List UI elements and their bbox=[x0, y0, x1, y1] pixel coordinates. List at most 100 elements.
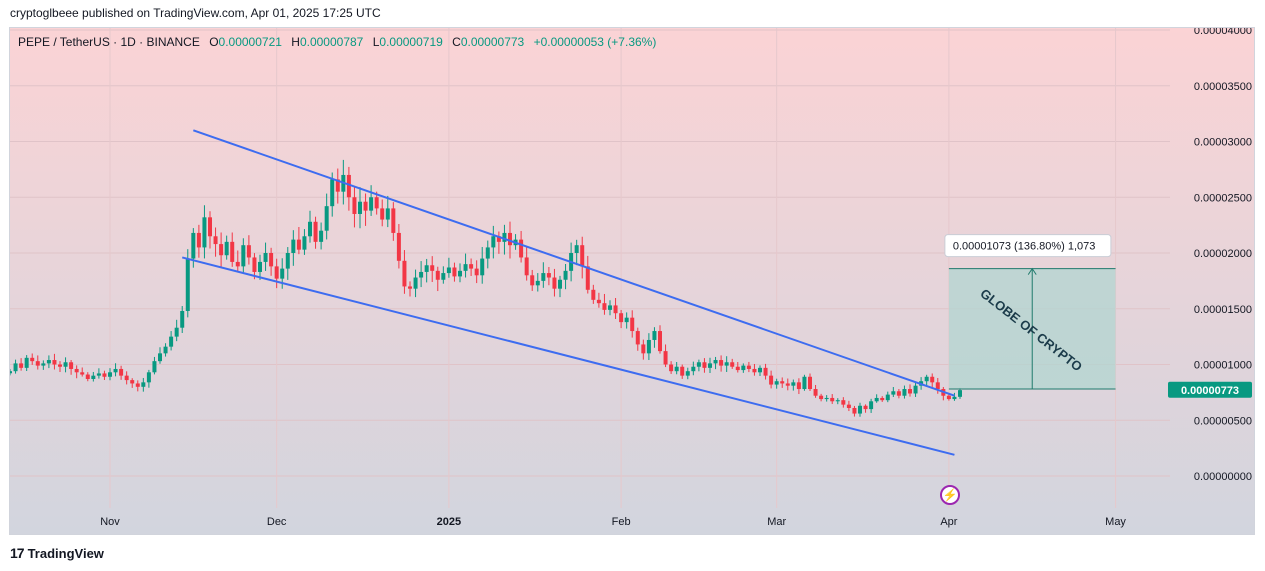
tradingview-logo-icon: 17 bbox=[10, 545, 25, 561]
candle-body bbox=[35, 361, 40, 366]
candle-body bbox=[930, 376, 935, 383]
candle-body bbox=[258, 261, 262, 272]
time-axis[interactable]: Nov Dec 2025 Feb Mar Apr May bbox=[100, 516, 1126, 528]
candle-body bbox=[608, 305, 612, 310]
candle-body bbox=[924, 376, 929, 382]
candle-body bbox=[808, 376, 812, 390]
candle-body bbox=[874, 397, 879, 402]
candle-body bbox=[285, 253, 290, 269]
candle-body bbox=[713, 360, 718, 364]
candle-body bbox=[935, 382, 940, 390]
trendlines[interactable] bbox=[181, 129, 955, 456]
candle-body bbox=[358, 201, 362, 214]
candle-body bbox=[324, 206, 329, 231]
candle-body bbox=[758, 367, 762, 373]
trendline[interactable] bbox=[181, 256, 955, 456]
y-tick-label: 0.00004000 bbox=[1194, 28, 1252, 37]
candle-body bbox=[858, 405, 862, 414]
candle-body bbox=[235, 261, 240, 267]
candle-body bbox=[91, 375, 96, 379]
candle-body bbox=[896, 391, 901, 396]
x-tick-label: 2025 bbox=[437, 516, 461, 528]
candle-body bbox=[563, 270, 568, 280]
candle-body bbox=[852, 407, 857, 414]
candle-body bbox=[241, 245, 246, 267]
candle-body bbox=[702, 362, 707, 368]
candle-body bbox=[785, 383, 790, 386]
candle-body bbox=[208, 217, 212, 237]
candle-body bbox=[869, 401, 874, 410]
candle-body bbox=[669, 364, 674, 372]
symbol-title[interactable]: PEPE / TetherUS · 1D · BINANCE bbox=[18, 35, 200, 49]
candle-body bbox=[313, 221, 318, 242]
candle-body bbox=[652, 331, 657, 340]
candle-body bbox=[735, 366, 740, 371]
candle-body bbox=[691, 366, 696, 372]
candle-body bbox=[158, 353, 162, 362]
candle-body bbox=[696, 362, 701, 367]
y-tick-label: 0.00003500 bbox=[1194, 81, 1252, 93]
candle-body bbox=[19, 363, 24, 368]
candle-body bbox=[830, 397, 835, 402]
candle-body bbox=[602, 303, 607, 310]
candle-body bbox=[413, 277, 418, 289]
candle-body bbox=[69, 362, 74, 369]
chart-frame[interactable]: 0.00001073 (136.80%) 1,073 GLOBE OF CRYPT… bbox=[9, 27, 1255, 535]
candle-body bbox=[824, 397, 829, 400]
candle-body bbox=[958, 390, 962, 397]
y-tick-label: 0.00002500 bbox=[1194, 192, 1252, 204]
bolt-glyph: ⚡ bbox=[942, 488, 958, 502]
candle-body bbox=[946, 395, 951, 400]
candle-body bbox=[813, 389, 818, 396]
candle-body bbox=[719, 360, 724, 366]
candle-body bbox=[180, 310, 185, 328]
candle-body bbox=[580, 245, 585, 267]
y-tick-label: 0.00003000 bbox=[1194, 137, 1252, 149]
trendline[interactable] bbox=[193, 129, 955, 397]
candle-body bbox=[658, 331, 662, 352]
price-axis[interactable]: 0.00000000 0.00000500 0.00001000 0.00001500… bbox=[1168, 28, 1252, 483]
y-tick-label: 0.00002000 bbox=[1194, 248, 1252, 260]
candle-body bbox=[724, 362, 729, 366]
candle-body bbox=[96, 373, 101, 376]
candle-body bbox=[913, 385, 918, 394]
candle-body bbox=[891, 391, 896, 395]
candle-body bbox=[246, 245, 251, 258]
candle-body bbox=[252, 257, 257, 272]
current-price-badge[interactable] bbox=[1168, 381, 1252, 398]
candle-body bbox=[480, 258, 485, 276]
candle-body bbox=[508, 232, 512, 246]
candle-body bbox=[624, 317, 629, 323]
candle-body bbox=[385, 208, 390, 220]
candle-body bbox=[730, 362, 735, 367]
y-tick-label: 0.00000500 bbox=[1194, 415, 1252, 427]
candle-body bbox=[519, 239, 524, 258]
candle-body bbox=[502, 232, 507, 242]
candle-body bbox=[119, 368, 124, 376]
candles bbox=[10, 159, 962, 417]
candle-body bbox=[196, 232, 201, 248]
symbol-legend: PEPE / TetherUS · 1D · BINANCE O0.000007… bbox=[18, 35, 656, 49]
candle-body bbox=[880, 397, 885, 401]
candle-body bbox=[80, 372, 85, 375]
high-label: H bbox=[291, 35, 300, 49]
candle-body bbox=[280, 268, 285, 279]
bolt-icon[interactable]: ⚡ bbox=[940, 485, 960, 505]
candle-body bbox=[430, 265, 435, 271]
candle-body bbox=[352, 197, 357, 214]
candle-body bbox=[141, 382, 146, 387]
candle-body bbox=[302, 236, 307, 250]
candle-body bbox=[169, 336, 174, 347]
candle-body bbox=[763, 367, 768, 376]
y-tick-label: 0.00000000 bbox=[1194, 471, 1252, 483]
current-price-label: 0.00000773 bbox=[1181, 385, 1239, 397]
change-value: +0.00000053 (+7.36%) bbox=[533, 35, 657, 49]
candle-body bbox=[435, 270, 440, 280]
candle-body bbox=[163, 346, 168, 354]
candle-body bbox=[746, 365, 751, 369]
candle-body bbox=[585, 266, 590, 290]
candle-body bbox=[424, 265, 429, 272]
tradingview-footer[interactable]: 17 TradingView bbox=[10, 545, 104, 561]
